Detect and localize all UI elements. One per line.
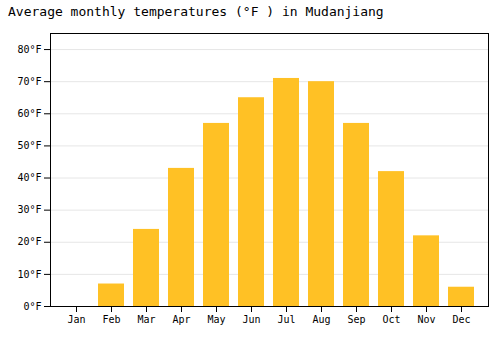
svg-text:Oct: Oct (382, 314, 400, 325)
svg-text:Apr: Apr (172, 314, 190, 325)
svg-text:Jan: Jan (67, 314, 85, 325)
html-text:Average monthly temperatures (: Average monthly temperatures (°F ) in Mu… (8, 4, 384, 19)
svg-text:50°F: 50°F (17, 140, 41, 151)
svg-text:40°F: 40°F (17, 172, 41, 183)
svg-text:Jun: Jun (242, 314, 260, 325)
svg-text:Jul: Jul (277, 314, 295, 325)
svg-text:30°F: 30°F (17, 204, 41, 215)
svg-text:70°F: 70°F (17, 76, 41, 87)
svg-text:Sep: Sep (347, 314, 365, 325)
svg-text:Feb: Feb (102, 314, 120, 325)
svg-text:Dec: Dec (452, 314, 470, 325)
svg-text:0°F: 0°F (23, 301, 41, 312)
svg-text:May: May (207, 314, 225, 325)
svg-text:80°F: 80°F (17, 44, 41, 55)
svg-text:Aug: Aug (312, 314, 330, 325)
svg-text:10°F: 10°F (17, 269, 41, 280)
svg-text:Mar: Mar (137, 314, 155, 325)
svg-text:60°F: 60°F (17, 108, 41, 119)
svg-text:Nov: Nov (417, 314, 435, 325)
svg-text:20°F: 20°F (17, 236, 41, 247)
